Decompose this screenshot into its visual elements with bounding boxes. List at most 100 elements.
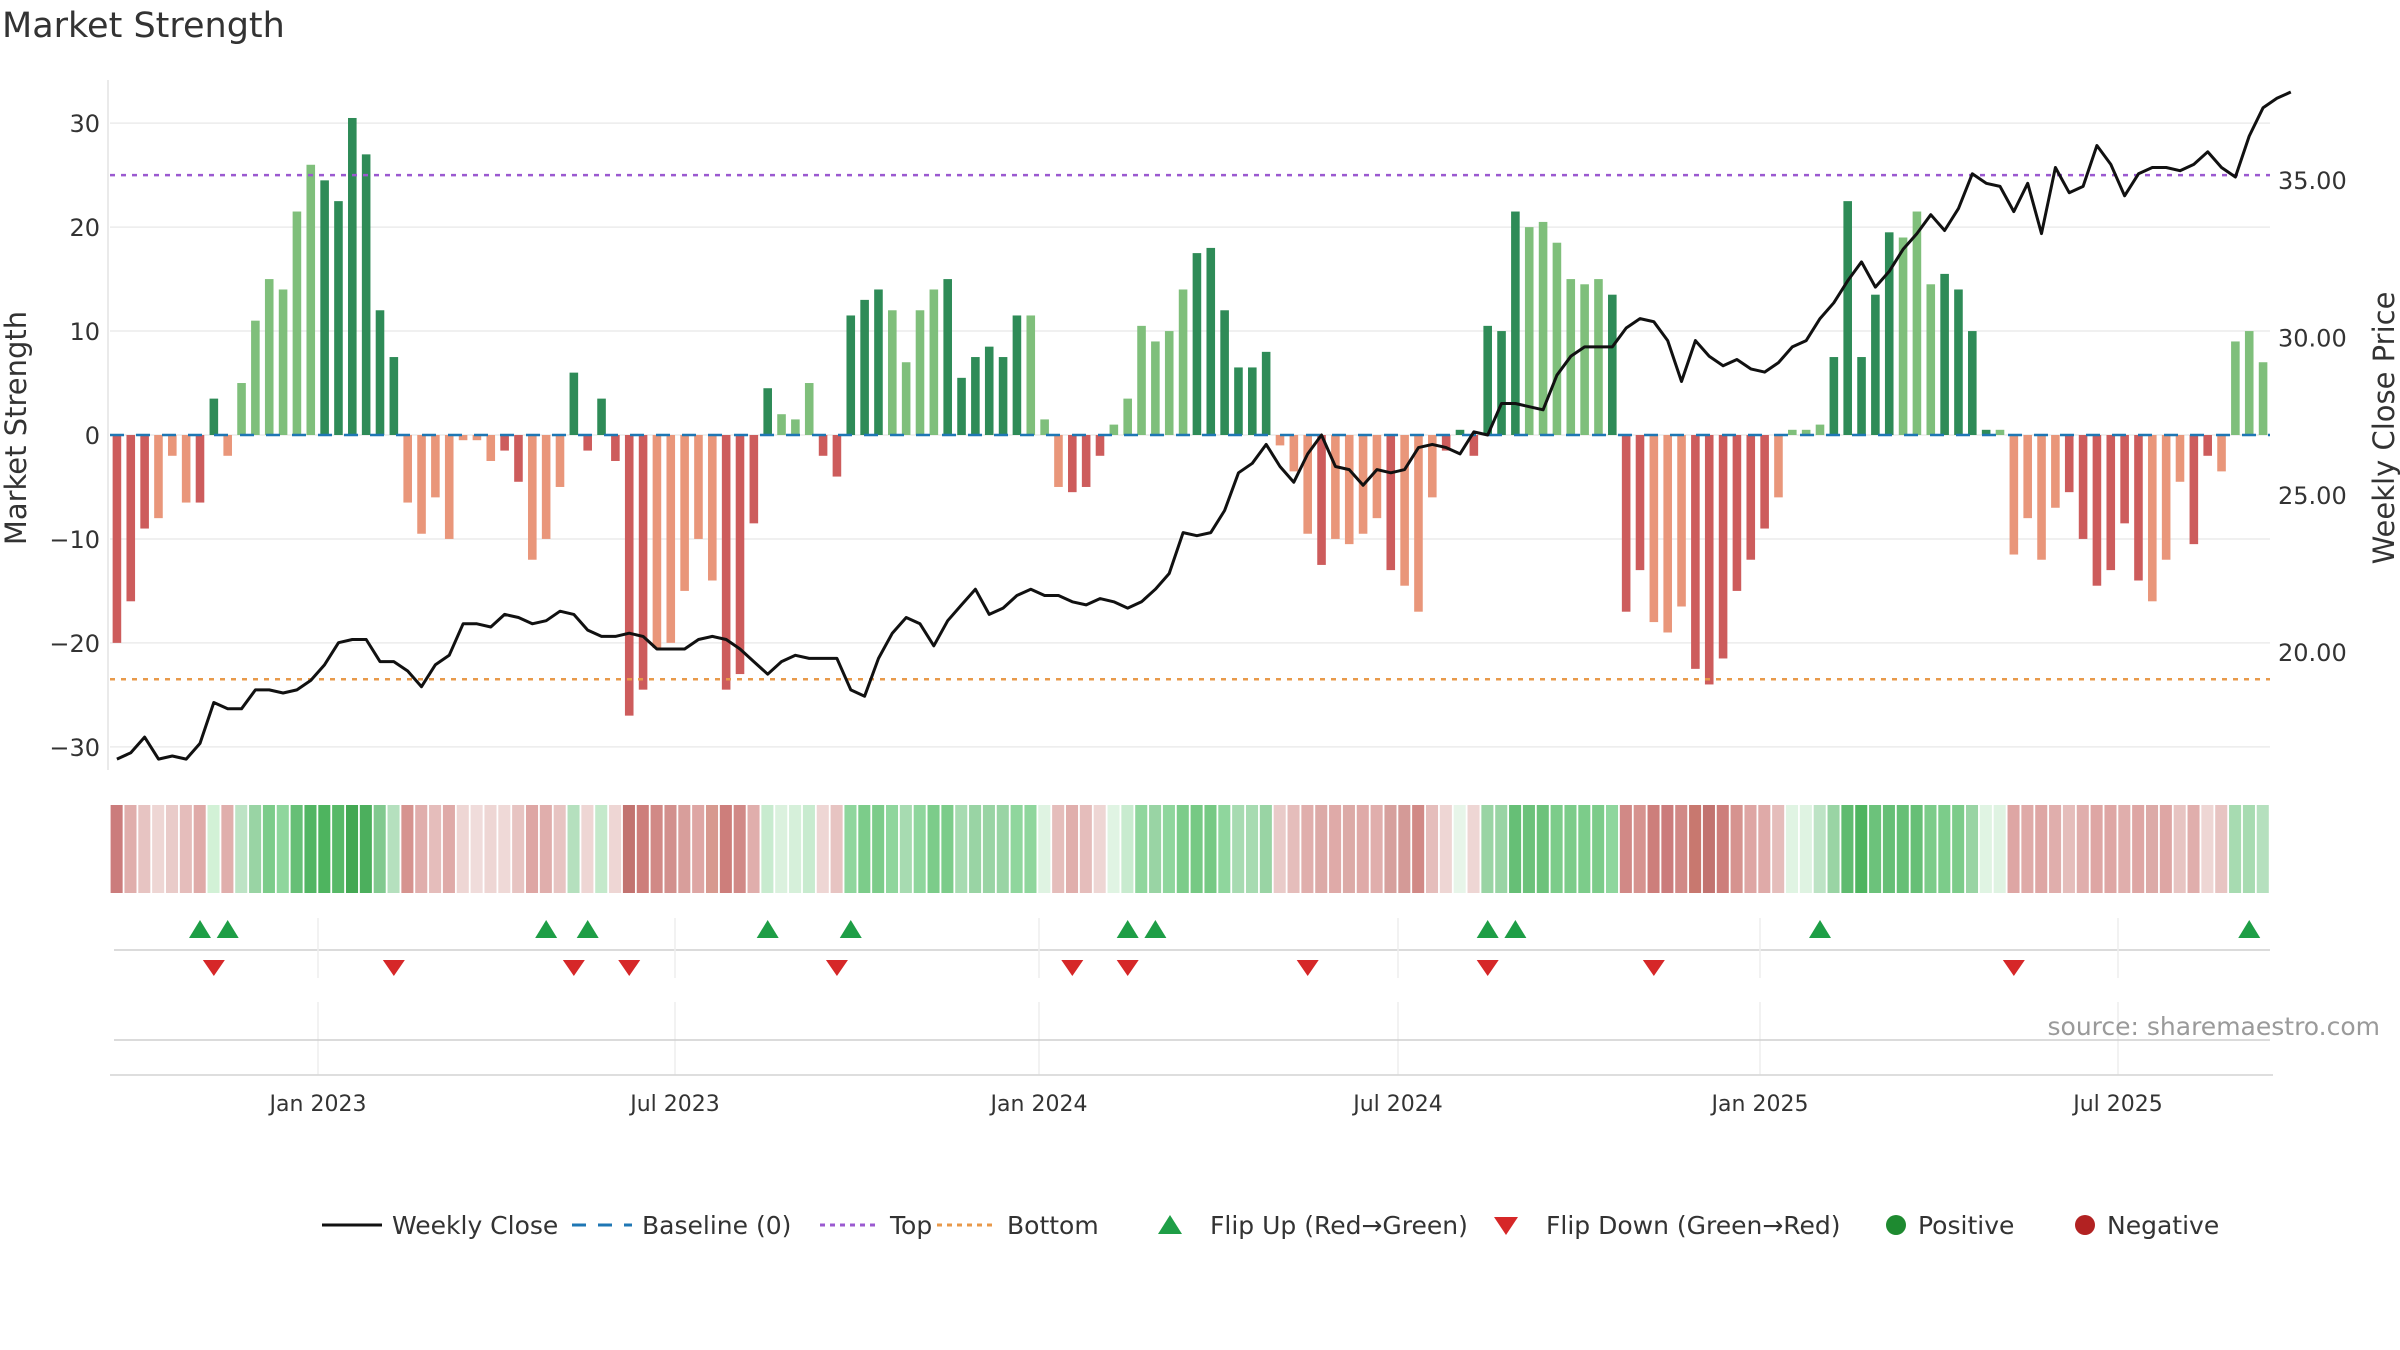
strength-bar — [1635, 435, 1645, 571]
strength-bar — [403, 435, 412, 503]
left-tick-label: −30 — [49, 734, 100, 762]
strength-bar — [708, 435, 717, 581]
x-tick-label: Jul 2024 — [1351, 1092, 1443, 1117]
right-tick-label: 35.00 — [2278, 167, 2347, 195]
strength-band-cell — [1329, 805, 1342, 893]
strength-bar — [389, 357, 399, 435]
strength-band-cell — [1218, 805, 1231, 893]
flip-down-marker — [1061, 960, 1084, 976]
strength-band-cell — [2215, 805, 2228, 893]
strength-band-cell — [1605, 805, 1619, 893]
strength-bar — [306, 164, 316, 435]
strength-bar — [126, 435, 136, 602]
strength-bar — [1469, 435, 1479, 456]
legend-label: Negative — [2107, 1211, 2219, 1240]
strength-bar — [818, 435, 828, 456]
strength-band-cell — [1647, 805, 1660, 893]
strength-band-cell — [1135, 805, 1148, 893]
strength-band-cell — [1204, 805, 1217, 893]
strength-band-cell — [913, 805, 926, 893]
strength-band-cell — [1024, 805, 1037, 893]
strength-bar — [1095, 435, 1105, 456]
strength-bar — [1871, 294, 1880, 435]
strength-bar — [486, 435, 496, 461]
strength-bar — [1594, 279, 1603, 435]
legend-item: Flip Up (Red→Green) — [1158, 1211, 1468, 1240]
strength-band-cell — [1342, 805, 1355, 893]
strength-band-cell — [2049, 805, 2062, 893]
strength-band-cell — [2242, 805, 2255, 893]
x-tick-label: Jul 2023 — [628, 1092, 720, 1117]
strength-bar — [638, 435, 648, 690]
strength-bar — [264, 279, 274, 435]
strength-bar — [1774, 435, 1783, 498]
strength-bar — [1192, 253, 1202, 435]
strength-band-cell — [1979, 805, 1992, 893]
strength-band-cell — [110, 805, 123, 893]
strength-band-cell — [429, 805, 442, 893]
right-tick-label: 30.00 — [2278, 324, 2347, 352]
flip-up-marker — [2238, 920, 2261, 938]
legend-item: Baseline (0) — [572, 1211, 791, 1240]
strength-bar — [569, 372, 579, 435]
strength-bar — [901, 362, 911, 435]
strength-bar — [154, 435, 163, 519]
strength-band-cell — [1522, 805, 1535, 893]
flip-down-marker — [562, 960, 585, 976]
strength-bar — [514, 435, 523, 482]
strength-bar — [666, 435, 676, 643]
strength-bar — [2078, 435, 2088, 539]
strength-band-cell — [1841, 805, 1854, 893]
strength-bar — [749, 435, 759, 524]
strength-bar — [694, 435, 703, 539]
strength-band-cell — [1481, 805, 1494, 893]
strength-bar — [2092, 435, 2102, 586]
strength-band-cell — [1799, 805, 1812, 893]
strength-band-cell — [276, 805, 289, 893]
strength-band-cell — [609, 805, 622, 893]
strength-band-cell — [138, 805, 151, 893]
strength-bar — [1012, 315, 1022, 435]
strength-band-cell — [207, 805, 220, 893]
legend-item: Bottom — [937, 1211, 1099, 1240]
flip-down-marker — [618, 960, 641, 976]
strength-band-cell — [2159, 805, 2172, 893]
strength-bar — [1621, 435, 1631, 612]
strength-bar — [943, 279, 952, 435]
strength-bar — [1137, 325, 1146, 435]
strength-band-cell — [1509, 805, 1522, 893]
strength-band-cell — [1245, 805, 1259, 893]
strength-bar — [1289, 435, 1299, 472]
strength-band-cell — [1356, 805, 1369, 893]
strength-band-cell — [1661, 805, 1674, 893]
strength-band-cell — [1232, 805, 1245, 893]
strength-band-cell — [2187, 805, 2200, 893]
strength-bar — [1732, 435, 1742, 591]
strength-bar — [555, 435, 565, 487]
strength-bar — [1455, 429, 1465, 435]
strength-band-cell — [969, 805, 982, 893]
strength-bar — [1234, 367, 1243, 435]
left-tick-label: 0 — [85, 422, 100, 450]
strength-band-cell — [955, 805, 968, 893]
strength-bar — [320, 180, 329, 435]
strength-band-cell — [1093, 805, 1106, 893]
strength-band-cell — [456, 805, 469, 893]
strength-bar — [1857, 357, 1866, 435]
strength-bar — [1954, 289, 1963, 435]
strength-bar — [1206, 247, 1216, 435]
strength-bar — [1026, 315, 1036, 435]
strength-bar — [1608, 294, 1617, 435]
strength-band-cell — [581, 805, 594, 893]
strength-band-cell — [2090, 805, 2103, 893]
strength-band-cell — [1467, 805, 1480, 893]
strength-band-cell — [332, 805, 345, 893]
strength-band-cell — [1149, 805, 1162, 893]
strength-band-cell — [885, 805, 899, 893]
strength-band-cell — [470, 805, 483, 893]
strength-band-cell — [1578, 805, 1591, 893]
strength-bar — [431, 435, 440, 498]
strength-bar — [1940, 273, 1949, 435]
strength-bar — [2244, 331, 2254, 435]
